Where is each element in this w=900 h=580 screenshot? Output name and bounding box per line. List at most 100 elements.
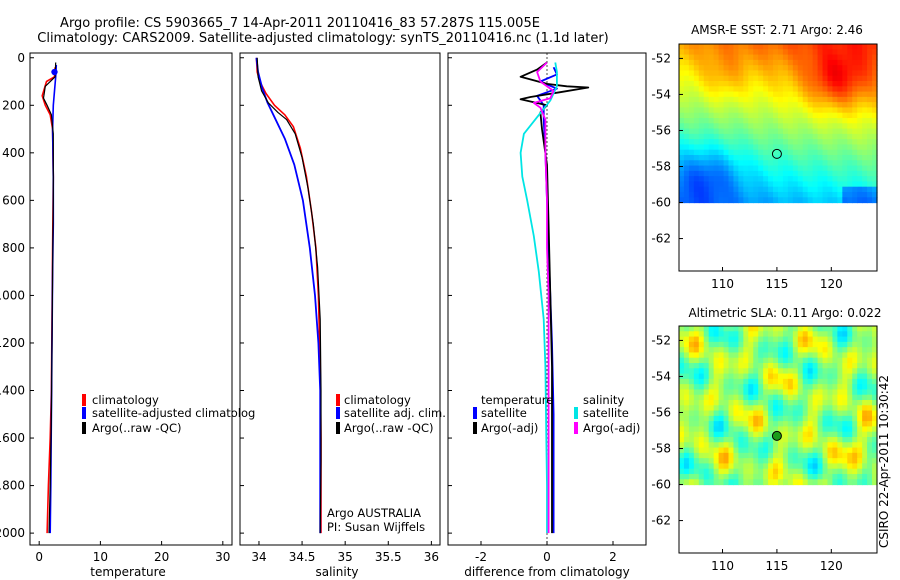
heatmap-cell bbox=[773, 139, 779, 145]
heatmap-cell bbox=[738, 91, 744, 98]
heatmap-cell bbox=[872, 54, 878, 61]
heatmap-cell bbox=[827, 473, 834, 480]
heatmap-cell bbox=[768, 44, 774, 50]
heatmap-cell bbox=[728, 86, 735, 93]
heatmap-cell bbox=[738, 117, 744, 124]
heatmap-cell bbox=[812, 102, 819, 109]
heatmap-cell bbox=[688, 384, 695, 391]
heatmap-cell bbox=[698, 160, 705, 167]
heatmap-cell bbox=[817, 352, 824, 359]
heatmap-cell bbox=[827, 458, 834, 464]
heatmap-cell bbox=[817, 341, 824, 348]
heatmap-cell bbox=[773, 176, 779, 182]
heatmap-cell bbox=[743, 394, 749, 401]
heatmap-cell bbox=[807, 102, 814, 109]
heatmap-cell bbox=[753, 65, 759, 72]
heatmap-cell bbox=[842, 410, 848, 417]
heatmap-cell bbox=[753, 352, 759, 359]
heatmap-cell bbox=[842, 139, 848, 145]
difference-legend: temperature salinity satellite Argo(-adj… bbox=[473, 393, 640, 435]
heatmap-cell bbox=[782, 347, 789, 354]
heatmap-cell bbox=[758, 341, 764, 348]
heatmap-cell bbox=[728, 436, 735, 443]
heatmap-cell bbox=[862, 442, 868, 449]
heatmap-cell bbox=[718, 468, 725, 475]
heatmap-cell bbox=[738, 347, 744, 354]
heatmap-cell bbox=[683, 128, 690, 135]
heatmap-cell bbox=[817, 436, 824, 443]
heatmap-cell bbox=[837, 479, 843, 486]
heatmap-cell bbox=[862, 362, 868, 369]
heatmap-cell bbox=[679, 176, 685, 182]
heatmap-cell bbox=[683, 426, 690, 433]
heatmap-cell bbox=[847, 154, 853, 161]
heatmap-cell bbox=[817, 473, 824, 480]
heatmap-cell bbox=[728, 463, 735, 470]
heatmap-cell bbox=[758, 326, 764, 332]
heatmap-cell bbox=[857, 399, 863, 406]
heatmap-cell bbox=[847, 463, 853, 470]
heatmap-cell bbox=[693, 133, 700, 140]
heatmap-cell bbox=[867, 144, 873, 151]
heatmap-cell bbox=[753, 197, 759, 204]
heatmap-cell bbox=[857, 107, 863, 114]
heatmap-cell bbox=[733, 44, 739, 50]
heatmap-cell bbox=[728, 357, 735, 364]
heatmap-cell bbox=[852, 368, 858, 375]
heatmap-cell bbox=[763, 176, 769, 182]
heatmap-cell bbox=[822, 59, 829, 66]
heatmap-cell bbox=[748, 436, 754, 443]
heatmap-cell bbox=[862, 341, 868, 348]
lon-tick-label: 110 bbox=[711, 277, 734, 291]
heatmap-cell bbox=[842, 186, 848, 193]
heatmap-cell bbox=[787, 347, 794, 354]
heatmap-cell bbox=[822, 442, 829, 449]
heatmap-cell bbox=[872, 44, 878, 50]
y-tick-label: 1600 bbox=[0, 431, 25, 445]
heatmap-cell bbox=[688, 357, 695, 364]
heatmap-cell bbox=[782, 479, 789, 486]
heatmap-cell bbox=[822, 357, 829, 364]
heatmap-cell bbox=[842, 65, 848, 72]
heatmap-cell bbox=[792, 65, 799, 72]
heatmap-cell bbox=[817, 389, 824, 396]
heatmap-cell bbox=[812, 128, 819, 135]
heatmap-cell bbox=[872, 336, 878, 343]
legend-label-temp-argo: Argo(-adj) bbox=[481, 421, 538, 435]
heatmap-cell bbox=[679, 181, 685, 188]
heatmap-cell bbox=[782, 405, 789, 412]
heatmap-cell bbox=[842, 80, 848, 87]
heatmap-cell bbox=[807, 452, 814, 459]
heatmap-cell bbox=[743, 479, 749, 486]
heatmap-cell bbox=[768, 352, 774, 359]
heatmap-cell bbox=[723, 80, 730, 87]
heatmap-cell bbox=[847, 373, 853, 380]
heatmap-cell bbox=[758, 133, 764, 140]
heatmap-cell bbox=[708, 479, 715, 486]
heatmap-cell bbox=[832, 181, 838, 188]
heatmap-cell bbox=[837, 415, 843, 422]
heatmap-cell bbox=[792, 479, 799, 486]
heatmap-cell bbox=[698, 75, 705, 82]
heatmap-cell bbox=[718, 479, 725, 486]
figure-title-line2: Climatology: CARS2009. Satellite-adjuste… bbox=[37, 31, 609, 46]
heatmap-cell bbox=[698, 49, 705, 56]
sst-heatmap-cells bbox=[679, 44, 878, 204]
heatmap-cell bbox=[738, 452, 744, 459]
heatmap-cell bbox=[832, 186, 838, 193]
heatmap-cell bbox=[723, 421, 730, 427]
heatmap-cell bbox=[708, 426, 715, 433]
heatmap-cell bbox=[847, 80, 853, 87]
heatmap-cell bbox=[738, 139, 744, 145]
heatmap-cell bbox=[822, 362, 829, 369]
heatmap-cell bbox=[758, 65, 764, 72]
x-tick-label: 35 bbox=[338, 550, 353, 564]
heatmap-cell bbox=[738, 170, 744, 177]
heatmap-cell bbox=[713, 473, 720, 480]
heatmap-cell bbox=[718, 65, 725, 72]
heatmap-cell bbox=[683, 373, 690, 380]
heatmap-cell bbox=[822, 352, 829, 359]
heatmap-cell bbox=[837, 468, 843, 475]
heatmap-cell bbox=[862, 426, 868, 433]
heatmap-cell bbox=[827, 65, 834, 72]
